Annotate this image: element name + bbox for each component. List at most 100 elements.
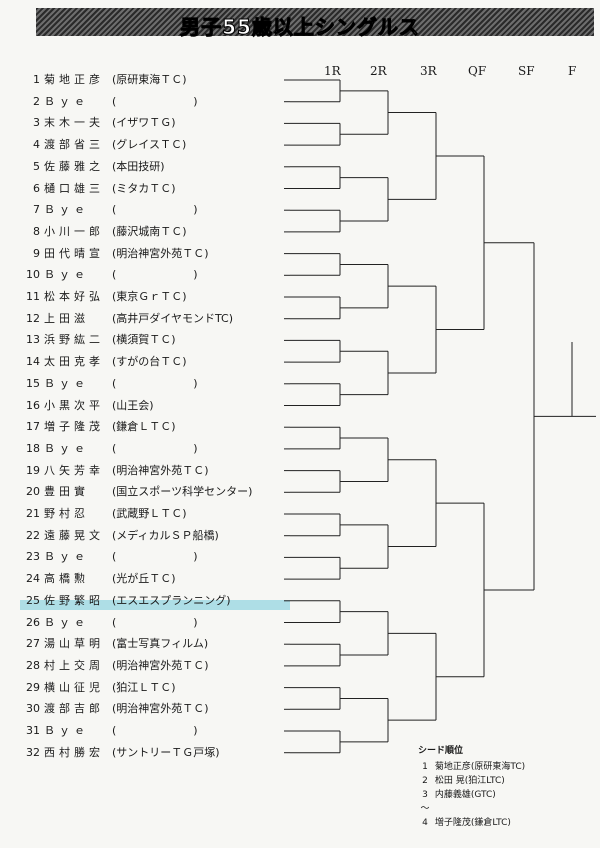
player-row: 21 野村忍 (武蔵野ＬＴＣ) [24, 506, 298, 522]
player-club: (サントリーＴＧ戸塚) [112, 745, 220, 759]
player-name: 松本好弘 [44, 290, 104, 303]
player-row: 32 西村勝宏 (サントリーＴＧ戸塚) [24, 745, 298, 761]
player-name: 小黒次平 [44, 398, 104, 412]
player-club: (国立スポーツ科学センター) [112, 485, 253, 499]
player-number: 23 [26, 550, 40, 564]
player-club: (明治神宮外苑ＴＣ) [112, 702, 209, 716]
player-name: Ｂｙｅ [44, 268, 89, 282]
player-row: 25 佐野繁昭 (エスエスプランニング) [24, 593, 298, 609]
player-club: (すがの台ＴＣ) [112, 355, 187, 369]
player-row: 19 八矢芳幸 (明治神宮外苑ＴＣ) [24, 463, 298, 479]
player-name: 渡部吉郎 [44, 702, 104, 716]
player-number: 10 [26, 268, 40, 282]
player-number: 28 [26, 658, 40, 672]
seed-row: 〜 [418, 802, 525, 816]
player-number: 2 [33, 94, 40, 108]
seed-number: 〜 [420, 804, 430, 814]
player-number: 7 [33, 203, 40, 217]
player-number: 1 [33, 73, 40, 86]
player-club: ( ) [112, 615, 198, 629]
player-row: 5 佐藤雅之 (本田技研) [24, 159, 298, 175]
player-row: 13 浜野紘二 (横須賀ＴＣ) [24, 332, 298, 348]
player-number: 9 [33, 246, 40, 260]
player-club: ( ) [112, 376, 198, 390]
player-row: 8 小川一郎 (藤沢城南ＴＣ) [24, 224, 298, 240]
player-row: 6 樋口雄三 (ミタカＴＣ) [24, 181, 298, 197]
player-club: (ミタカＴＣ) [112, 181, 176, 195]
seed-player: 増子隆茂(鎌倉LTC) [434, 818, 511, 828]
player-club: (グレイスＴＣ) [112, 138, 187, 152]
player-club: (明治神宮外苑ＴＣ) [112, 463, 209, 477]
seed-row: 3 内藤義雄(GTC) [418, 788, 525, 802]
player-number: 32 [26, 745, 40, 759]
player-name: 増子隆茂 [44, 420, 104, 434]
player-number: 14 [26, 355, 40, 369]
player-row: 20 豊田實 (国立スポーツ科学センター) [24, 484, 298, 500]
player-name: Ｂｙｅ [44, 724, 89, 737]
player-number: 31 [26, 724, 40, 737]
player-number: 25 [26, 593, 40, 607]
player-club: ( ) [112, 203, 198, 217]
round-label-3r: 3R [420, 64, 437, 78]
player-name: 浜野紘二 [44, 333, 104, 347]
round-label-f: F [568, 64, 577, 78]
player-number: 13 [26, 333, 40, 347]
seed-row: 1 菊地正彦(原研東海TC) [418, 760, 525, 774]
player-number: 16 [26, 398, 40, 412]
player-club: (狛江ＬＴＣ) [112, 680, 176, 694]
player-row: 4 渡部省三 (グレイスＴＣ) [24, 137, 298, 153]
seed-number: 4 [422, 818, 428, 828]
player-name: 湯山草明 [44, 637, 104, 651]
player-club: (メディカルＳＰ船橋) [112, 528, 219, 542]
round-label-1r: 1R [324, 64, 341, 78]
player-row: 15 Ｂｙｅ ( ) [24, 376, 298, 392]
player-row: 3 末木一夫 (イザワＴＧ) [24, 115, 298, 131]
player-row: 28 村上交周 (明治神宮外苑ＴＣ) [24, 658, 298, 674]
seed-player: 松田 晃(狛江LTC) [434, 776, 505, 786]
player-name: 西村勝宏 [44, 745, 104, 759]
title-banner [36, 8, 594, 36]
player-number: 15 [26, 376, 40, 390]
player-name: 豊田實 [44, 485, 89, 499]
player-name: Ｂｙｅ [44, 441, 89, 455]
player-name: 野村忍 [44, 507, 89, 520]
player-number: 30 [26, 702, 40, 716]
player-row: 17 増子隆茂 (鎌倉ＬＴＣ) [24, 419, 298, 435]
player-number: 11 [26, 290, 40, 303]
player-row: 10 Ｂｙｅ ( ) [24, 267, 298, 283]
player-name: 末木一夫 [44, 116, 104, 130]
player-name: 佐野繁昭 [44, 593, 104, 607]
player-name: 菊地正彦 [44, 73, 104, 86]
player-name: 八矢芳幸 [44, 463, 104, 477]
player-number: 20 [26, 485, 40, 499]
player-club: (富士写真フィルム) [112, 637, 209, 651]
seed-number: 3 [422, 790, 428, 800]
player-club: (東京ＧｒＴＣ) [112, 290, 187, 303]
player-row: 2 Ｂｙｅ ( ) [24, 94, 298, 110]
round-label-2r: 2R [370, 64, 387, 78]
player-row: 1 菊地正彦 (原研東海ＴＣ) [24, 72, 298, 88]
player-row: 18 Ｂｙｅ ( ) [24, 441, 298, 457]
player-number: 3 [33, 116, 40, 130]
player-club: (横須賀ＴＣ) [112, 333, 176, 347]
player-name: 田代晴宣 [44, 246, 104, 260]
player-name: 高橋勲 [44, 572, 89, 586]
player-club: (鎌倉ＬＴＣ) [112, 420, 176, 434]
round-label-qf: QF [468, 64, 487, 78]
player-club: ( ) [112, 441, 198, 455]
player-name: 樋口雄三 [44, 181, 104, 195]
seed-player: 菊地正彦(原研東海TC) [434, 762, 526, 772]
seed-number: 2 [422, 776, 428, 786]
player-club: (山王会) [112, 398, 154, 412]
seed-row: 4 増子隆茂(鎌倉LTC) [418, 816, 525, 830]
page-title: 男子55歳以上シングルス [180, 15, 420, 40]
seed-heading: シード順位 [418, 746, 464, 756]
player-club: ( ) [112, 268, 198, 282]
player-row: 31 Ｂｙｅ ( ) [24, 723, 298, 739]
player-row: 24 高橋勲 (光が丘ＴＣ) [24, 571, 298, 587]
player-number: 4 [33, 138, 40, 152]
player-row: 7 Ｂｙｅ ( ) [24, 202, 298, 218]
player-club: ( ) [112, 724, 198, 737]
player-club: (高井戸ダイヤモンドTC) [112, 311, 234, 325]
